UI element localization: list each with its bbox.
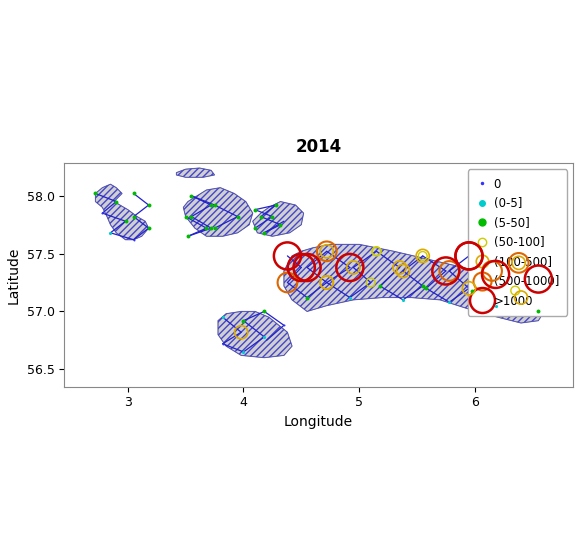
Point [345, 263, 354, 272]
Point [534, 307, 543, 316]
Polygon shape [183, 188, 253, 236]
Point [239, 348, 248, 356]
Point [271, 201, 281, 210]
Point [98, 209, 107, 218]
Point [206, 224, 216, 233]
Point [202, 224, 211, 233]
Point [366, 278, 375, 287]
Point [418, 282, 427, 290]
Point [491, 301, 500, 310]
Point [283, 278, 292, 287]
Point [111, 197, 121, 206]
Point [129, 235, 138, 244]
Point [302, 293, 311, 302]
Point [251, 205, 260, 214]
Point [322, 278, 331, 287]
Point [487, 267, 496, 276]
Point [144, 224, 153, 233]
Point [514, 258, 523, 267]
Point [441, 267, 451, 276]
Point [372, 247, 381, 256]
Polygon shape [253, 201, 303, 236]
Point [251, 224, 260, 233]
Point [260, 307, 269, 316]
Point [268, 212, 277, 221]
Legend: 0, (0-5], (5-50], (50-100], (100-500], (500-1000], >1000: 0, (0-5], (5-50], (50-100], (100-500], (… [467, 169, 567, 316]
Point [375, 282, 385, 290]
Point [395, 263, 404, 272]
Point [418, 251, 427, 260]
Point [129, 189, 138, 198]
Polygon shape [218, 311, 292, 358]
Point [283, 251, 292, 260]
Polygon shape [176, 168, 215, 177]
Polygon shape [96, 184, 148, 240]
Point [349, 263, 358, 272]
Point [398, 267, 408, 276]
Point [468, 286, 477, 295]
Point [445, 298, 454, 306]
Point [181, 212, 190, 221]
Point [510, 286, 520, 295]
Polygon shape [284, 244, 544, 323]
Point [210, 201, 219, 210]
X-axis label: Longitude: Longitude [284, 415, 353, 429]
Point [280, 321, 289, 329]
Point [260, 228, 269, 237]
Point [296, 263, 306, 272]
Point [206, 201, 216, 210]
Point [302, 263, 311, 272]
Point [233, 212, 242, 221]
Point [121, 217, 130, 226]
Point [183, 232, 193, 241]
Point [422, 284, 431, 293]
Point [465, 251, 474, 260]
Point [237, 328, 246, 337]
Point [129, 212, 138, 221]
Point [187, 191, 196, 200]
Point [516, 293, 525, 302]
Point [322, 247, 331, 256]
Point [418, 251, 427, 260]
Point [276, 221, 285, 229]
Point [106, 228, 115, 237]
Point [491, 270, 500, 279]
Point [465, 251, 474, 260]
Point [345, 293, 354, 302]
Point [187, 212, 196, 221]
Point [91, 189, 100, 198]
Point [514, 258, 523, 267]
Point [256, 212, 266, 221]
Point [534, 274, 543, 283]
Y-axis label: Latitude: Latitude [7, 246, 21, 304]
Point [322, 247, 331, 256]
Title: 2014: 2014 [296, 138, 342, 156]
Point [322, 278, 331, 287]
Point [260, 332, 269, 341]
Point [218, 339, 227, 348]
Point [398, 295, 408, 304]
Point [239, 316, 248, 325]
Point [218, 313, 227, 322]
Point [372, 247, 381, 256]
Point [210, 224, 219, 233]
Point [445, 267, 454, 276]
Point [465, 284, 474, 293]
Point [144, 201, 153, 210]
